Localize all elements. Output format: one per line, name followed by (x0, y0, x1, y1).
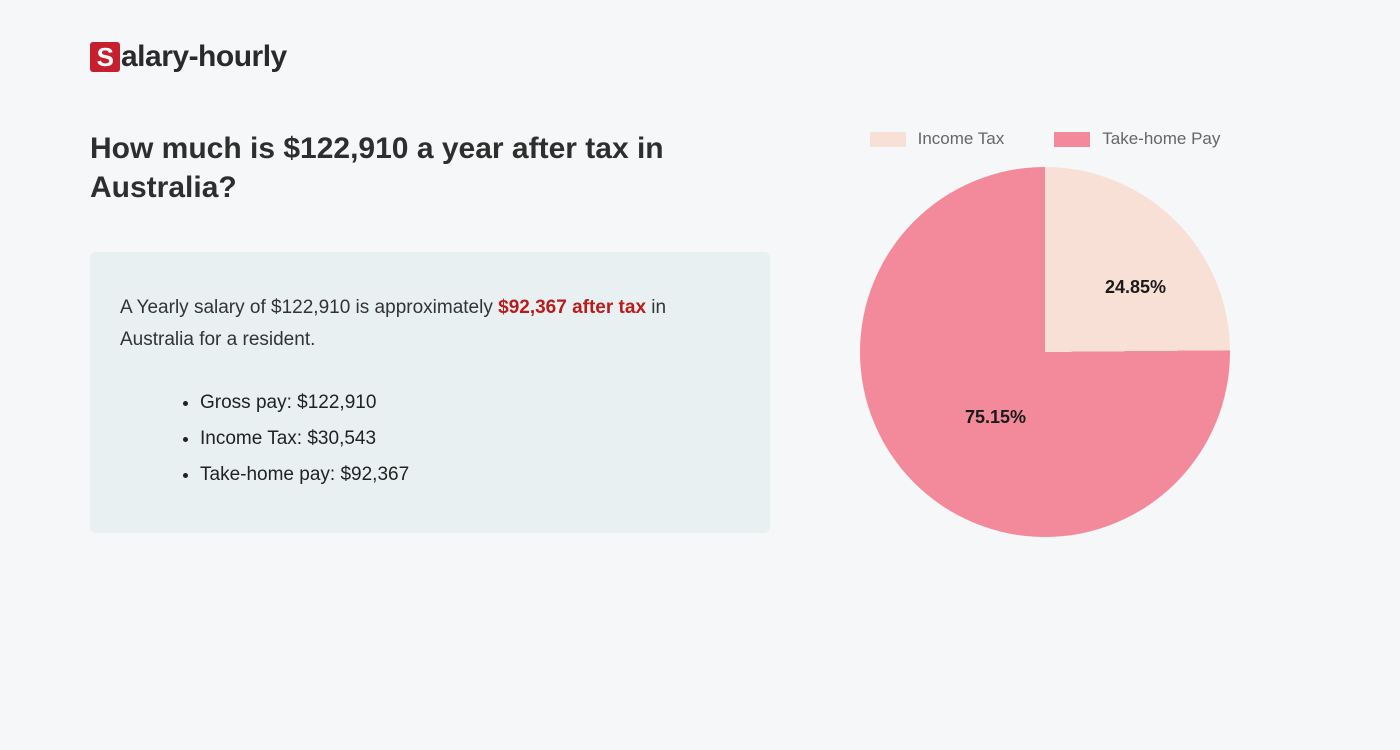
detail-item: Take-home pay: $92,367 (200, 457, 740, 493)
summary-pre: A Yearly salary of $122,910 is approxima… (120, 297, 498, 318)
legend-label: Take-home Pay (1102, 129, 1220, 149)
slice-label-takehome: 75.15% (965, 407, 1026, 428)
logo-badge: S (90, 42, 120, 72)
details-list: Gross pay: $122,910 Income Tax: $30,543 … (120, 385, 740, 493)
legend-swatch (1054, 132, 1090, 147)
left-column: How much is $122,910 a year after tax in… (90, 129, 770, 537)
pie-circle (860, 167, 1230, 537)
logo-text: alary-hourly (121, 40, 287, 74)
legend-label: Income Tax (918, 129, 1005, 149)
right-column: Income Tax Take-home Pay 24.85% 75.15% (830, 129, 1260, 537)
legend-swatch (870, 132, 906, 147)
legend-item-takehome: Take-home Pay (1054, 129, 1220, 149)
main-content: How much is $122,910 a year after tax in… (90, 129, 1310, 537)
summary-box: A Yearly salary of $122,910 is approxima… (90, 252, 770, 533)
summary-text: A Yearly salary of $122,910 is approxima… (120, 292, 740, 357)
summary-highlight: $92,367 after tax (498, 297, 646, 318)
site-logo: Salary-hourly (90, 40, 1310, 74)
chart-legend: Income Tax Take-home Pay (870, 129, 1221, 149)
legend-item-tax: Income Tax (870, 129, 1005, 149)
page-heading: How much is $122,910 a year after tax in… (90, 129, 770, 207)
slice-label-tax: 24.85% (1105, 277, 1166, 298)
pie-chart: 24.85% 75.15% (860, 167, 1230, 537)
detail-item: Gross pay: $122,910 (200, 385, 740, 421)
detail-item: Income Tax: $30,543 (200, 421, 740, 457)
